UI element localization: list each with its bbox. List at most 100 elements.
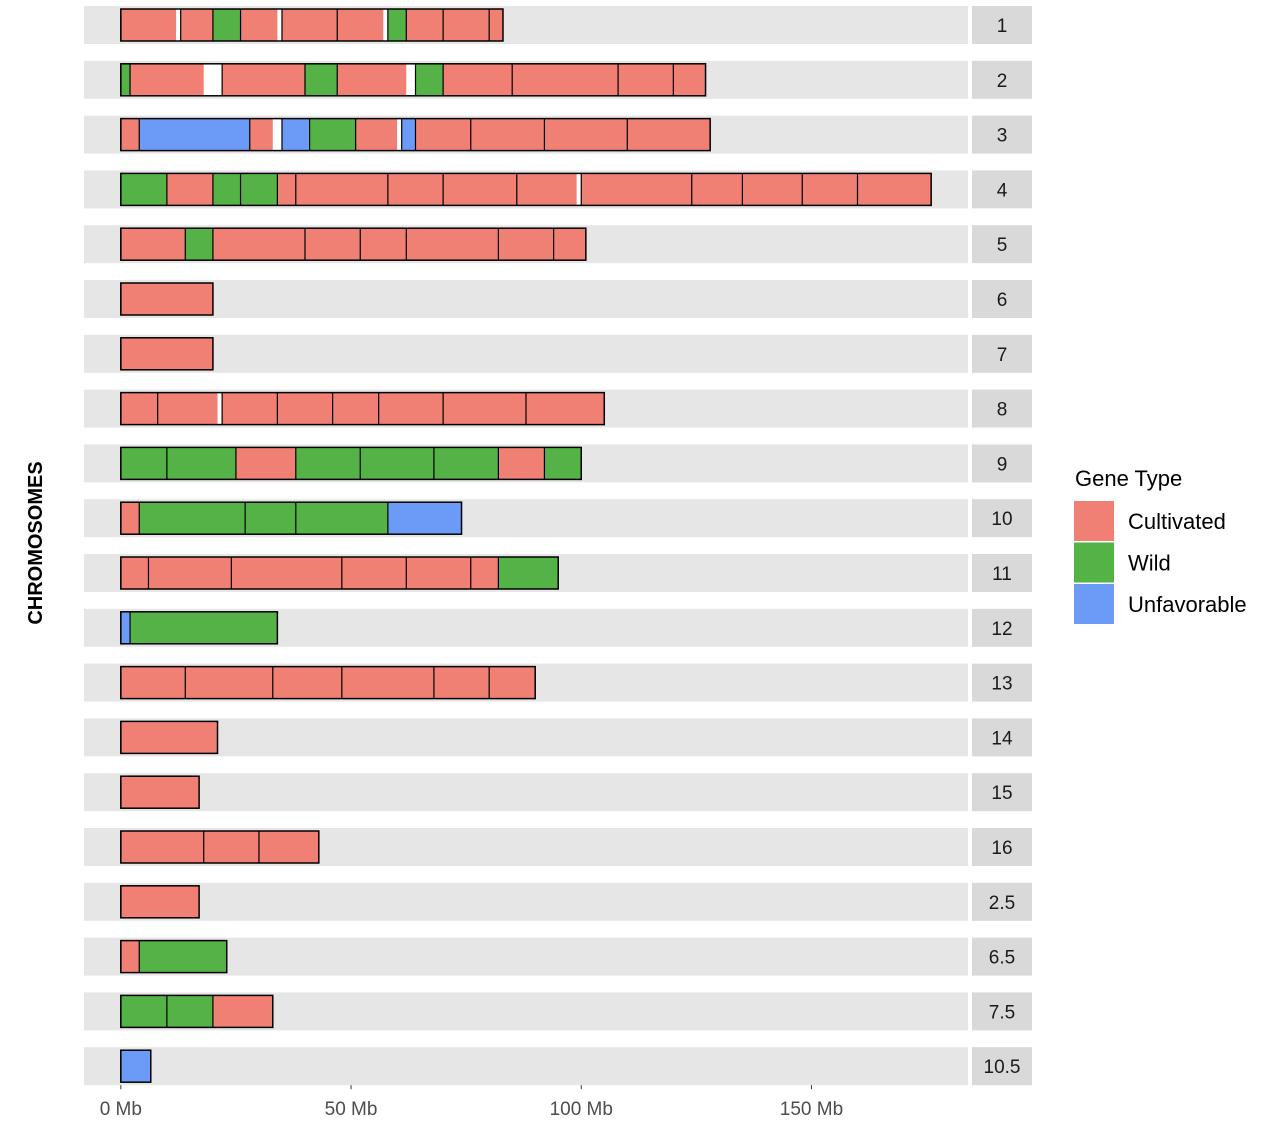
strip-background	[972, 225, 1032, 264]
gene-segment	[120, 995, 167, 1028]
gene-segment	[337, 9, 384, 41]
strip-label: 2	[997, 71, 1008, 92]
strip-background	[972, 115, 1032, 154]
gene-segment	[120, 9, 177, 41]
chromosome-outline	[120, 337, 214, 371]
gene-segment	[387, 9, 407, 41]
legend-label: Unfavorable	[1128, 592, 1247, 617]
x-tick-label: 50 Mb	[325, 1099, 378, 1120]
chromosome-outline	[120, 775, 200, 809]
strip-label: 10	[991, 509, 1012, 530]
gene-segment	[489, 9, 503, 41]
x-axis: 0 Mb 50 Mb 100 Mb 150 Mb	[100, 1085, 843, 1120]
strip-label: 14	[991, 728, 1013, 749]
chromosome-outline	[120, 172, 932, 207]
gene-segment	[120, 831, 204, 863]
chromosome-row-12: 12	[84, 608, 1032, 647]
strip-label: 12	[991, 619, 1012, 640]
gene-segment	[120, 337, 213, 370]
panel-background	[84, 937, 968, 976]
gene-segment	[544, 118, 628, 151]
panel-background	[84, 773, 968, 812]
gene-segment	[415, 118, 471, 151]
gene-segment	[120, 173, 167, 206]
gene-segment	[401, 118, 416, 151]
legend-label: Wild	[1128, 551, 1171, 576]
strip-label: 9	[997, 454, 1008, 475]
gene-segment	[120, 940, 140, 973]
gene-segment	[212, 9, 241, 41]
gene-segment	[387, 502, 462, 535]
chromosome-outline	[120, 994, 274, 1029]
strip-background	[972, 882, 1032, 921]
chromosome-row-7: 7	[84, 334, 1032, 373]
gene-segment	[120, 228, 186, 261]
gene-segment	[120, 557, 149, 589]
legend-swatch	[1074, 501, 1114, 541]
chromosome-outline	[120, 885, 200, 919]
gene-segment	[130, 611, 278, 644]
chromosome-row-8: 8	[84, 389, 1032, 428]
chromosome-row-13: 13	[84, 663, 1032, 702]
gene-segment	[337, 63, 407, 96]
strip-label: 10.5	[984, 1057, 1021, 1078]
gene-segment	[332, 392, 379, 425]
strip-background	[972, 554, 1032, 592]
chromosome-row-10: 10	[84, 499, 1032, 538]
chromosome-outline	[120, 282, 214, 316]
gene-segment	[120, 392, 158, 425]
strip-label: 3	[997, 126, 1008, 147]
chromosome-outline	[120, 665, 536, 700]
gene-segment	[355, 118, 398, 151]
chromosome-outline	[120, 8, 504, 42]
strip-label: 7	[997, 345, 1008, 366]
chromosome-outline	[120, 830, 320, 864]
gene-segment	[258, 831, 319, 863]
gene-segment	[433, 447, 499, 480]
gene-segment	[415, 63, 444, 96]
gene-segment	[222, 392, 278, 425]
gene-segment	[742, 173, 803, 206]
gene-segment	[498, 447, 545, 480]
panel-background	[84, 718, 968, 757]
x-tick-label: 0 Mb	[100, 1099, 142, 1120]
gene-segment	[691, 173, 743, 206]
gene-segment	[443, 173, 517, 206]
gene-segment	[231, 557, 342, 589]
legend-label: Cultivated	[1128, 509, 1226, 534]
gene-segment	[618, 63, 674, 96]
gene-segment	[120, 666, 186, 699]
chromosome-row-10.5: 10.5	[84, 1047, 1032, 1086]
gene-segment	[139, 502, 246, 535]
legend-swatch	[1074, 542, 1114, 583]
chromosome-outline	[120, 501, 463, 535]
y-axis-label: CHROMOSOMES	[25, 461, 47, 624]
chromosome-row-6: 6	[84, 280, 1032, 318]
chromosome-outline	[120, 556, 559, 590]
gene-segment	[341, 557, 407, 589]
gene-segment	[406, 557, 471, 589]
gene-segment	[222, 63, 305, 96]
chromosome-row-14: 14	[84, 718, 1032, 757]
gene-segment	[157, 392, 218, 425]
legend-title: Gene Type	[1075, 466, 1182, 491]
chromosome-row-16: 16	[84, 828, 1032, 866]
strip-background	[972, 444, 1032, 483]
gene-segment	[281, 118, 310, 151]
strip-background	[972, 170, 1032, 209]
gene-segment	[470, 118, 545, 151]
gene-segment	[212, 173, 241, 206]
gene-segment	[249, 118, 273, 151]
gene-segment	[185, 228, 213, 261]
gene-segment	[581, 173, 692, 206]
gene-segment	[130, 63, 204, 96]
gene-segment	[309, 118, 356, 151]
x-tick-label: 100 Mb	[550, 1099, 613, 1120]
strip-label: 13	[991, 674, 1012, 695]
strip-background	[972, 280, 1032, 318]
gene-segment	[526, 392, 605, 425]
gene-segment	[120, 776, 200, 809]
gene-segment	[120, 611, 131, 644]
gene-segment	[443, 392, 526, 425]
